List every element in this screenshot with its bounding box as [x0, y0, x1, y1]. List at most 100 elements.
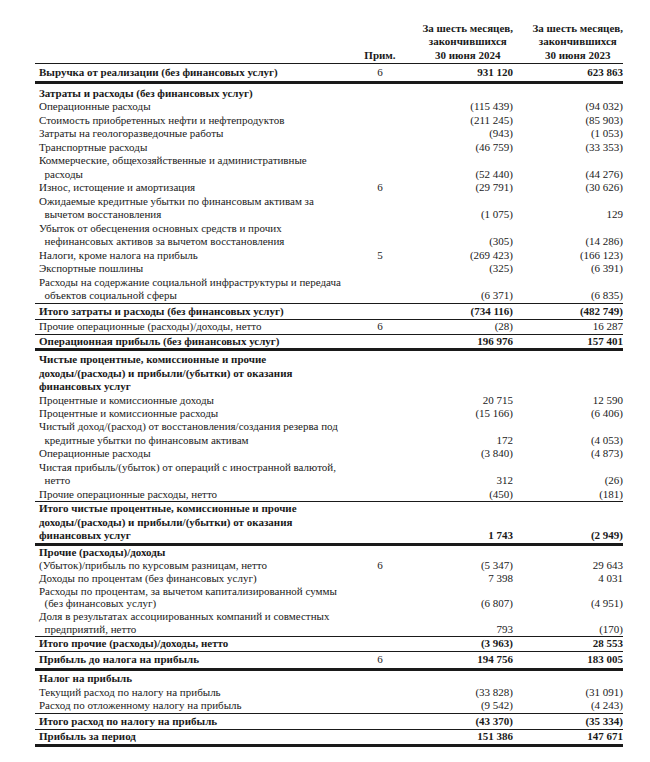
- table-row: Чистая прибыль/(убыток) от операций с ин…: [35, 461, 623, 488]
- row-label: Транспортные расходы: [35, 141, 361, 155]
- row-value-2024: [399, 545, 513, 559]
- table-row: Прибыль за период151 386147 671: [35, 729, 623, 745]
- row-note: [361, 585, 399, 611]
- table-row: Текущий расход по налогу на прибыль(33 8…: [35, 686, 623, 700]
- row-label: Прочие операционные расходы, нетто: [35, 488, 361, 502]
- row-label: Убыток от обесценения основных средств и…: [35, 222, 361, 249]
- row-value-2023: (181): [513, 488, 623, 502]
- row-value-2024: (3 840): [399, 447, 513, 460]
- row-note: [361, 461, 399, 488]
- row-value-2024: (9 542): [399, 699, 513, 713]
- row-note: [361, 669, 399, 686]
- table-row: Затраты на геологоразведочные работы (943…: [35, 127, 623, 141]
- table-row: Расходы на содержание социальной инфраст…: [35, 276, 623, 304]
- row-note: [361, 488, 399, 502]
- row-label: Износ, истощение и амортизация: [35, 181, 361, 195]
- table-row: Прочие (расходы)/доходы: [35, 545, 623, 559]
- row-label: Затраты на геологоразведочные работы: [35, 127, 361, 141]
- row-note: [361, 447, 399, 460]
- row-value-2024: (943): [399, 127, 513, 141]
- row-label: Операционная прибыль (без финансовых усл…: [35, 334, 361, 349]
- table-row: Затраты и расходы (без финансовых услуг): [35, 82, 623, 100]
- table-row: Стоимость приобретенных нефти и нефтепро…: [35, 114, 623, 128]
- row-value-2023: 157 401: [513, 334, 623, 349]
- table-row: (Убыток)/прибыль по курсовым разницам, н…: [35, 559, 623, 572]
- row-value-2023: [513, 349, 623, 393]
- row-value-2023: (482 749): [513, 303, 623, 319]
- row-value-2024: (211 245): [399, 114, 513, 128]
- row-label: Прочие (расходы)/доходы: [35, 545, 361, 559]
- row-value-2023: (31 091): [513, 686, 623, 700]
- header-period-2024: За шесть месяцев, закончившихся 30 июня …: [399, 22, 513, 64]
- row-label: Итого затраты и расходы (без финансовых …: [35, 303, 361, 319]
- row-label: Процентные и комиссионные доходы: [35, 394, 361, 407]
- row-value-2023: 147 671: [513, 729, 623, 745]
- row-value-2023: (26): [513, 461, 623, 488]
- row-value-2024: (5 347): [399, 559, 513, 572]
- table-row: Операционные расходы(3 840)(4 873): [35, 447, 623, 460]
- row-label: Доходы по процентам (без финансовых услу…: [35, 572, 361, 585]
- table-row: Налог на прибыль: [35, 669, 623, 686]
- row-note: [361, 334, 399, 349]
- row-label: Итого чистые процентные, комиссионные и …: [35, 501, 361, 544]
- row-label: Налоги, кроме налога на прибыль: [35, 249, 361, 263]
- row-value-2024: 196 976: [399, 334, 513, 349]
- row-value-2023: 183 005: [513, 652, 623, 669]
- header-period-2023: За шесть месяцев, закончившихся 30 июня …: [513, 22, 623, 64]
- row-value-2024: (450): [399, 488, 513, 502]
- row-label: Расходы по процентам, за вычетом капитал…: [35, 585, 361, 611]
- row-value-2023: (44 276): [513, 154, 623, 181]
- table-row: Итого расход по налогу на прибыль (43 370…: [35, 713, 623, 729]
- row-note: 6: [361, 559, 399, 572]
- row-value-2024: (43 370): [399, 713, 513, 729]
- table-row: Чистый доход/(расход) от восстановления/…: [35, 420, 623, 447]
- row-label: Процентные и комиссионные расходы: [35, 407, 361, 420]
- table-row: Расходы по процентам, за вычетом капитал…: [35, 585, 623, 611]
- row-value-2023: (33 353): [513, 141, 623, 155]
- row-label: Налог на прибыль: [35, 669, 361, 686]
- row-value-2023: 16 287: [513, 320, 623, 334]
- row-value-2024: (52 440): [399, 154, 513, 181]
- row-value-2024: (325): [399, 262, 513, 276]
- row-value-2024: [399, 82, 513, 100]
- row-note: [361, 82, 399, 100]
- row-label: Чистые процентные, комиссионные и прочие…: [35, 349, 361, 393]
- table-row: Чистые процентные, комиссионные и прочие…: [35, 349, 623, 393]
- row-note: [361, 154, 399, 181]
- row-label: Прочие операционные (расходы)/доходы, не…: [35, 320, 361, 334]
- table-row: Итого затраты и расходы (без финансовых …: [35, 303, 623, 319]
- row-value-2023: [513, 669, 623, 686]
- row-note: [361, 141, 399, 155]
- row-label: Доля в результатах ассоциированных компа…: [35, 610, 361, 636]
- row-label: Экспортные пошлины: [35, 262, 361, 276]
- row-value-2023: (6 391): [513, 262, 623, 276]
- row-value-2024: [399, 349, 513, 393]
- row-note: [361, 127, 399, 141]
- row-value-2023: (2 949): [513, 501, 623, 544]
- row-note: [361, 407, 399, 420]
- row-value-2023: (30 626): [513, 181, 623, 195]
- row-label: Чистый доход/(расход) от восстановления/…: [35, 420, 361, 447]
- row-value-2023: [513, 82, 623, 100]
- row-note: [361, 195, 399, 222]
- row-label: Итого расход по налогу на прибыль: [35, 713, 361, 729]
- table-row: Прочие операционные расходы, нетто (450)(…: [35, 488, 623, 502]
- row-note: 6: [361, 64, 399, 83]
- row-value-2023: 623 863: [513, 64, 623, 83]
- row-label: Прибыль до налога на прибыль: [35, 652, 361, 669]
- row-value-2024: (269 423): [399, 249, 513, 263]
- row-label: Прибыль за период: [35, 729, 361, 745]
- row-note: [361, 686, 399, 700]
- row-note: 6: [361, 320, 399, 334]
- row-value-2023: (6 835): [513, 276, 623, 304]
- row-value-2024: (6 371): [399, 276, 513, 304]
- row-note: 5: [361, 249, 399, 263]
- row-value-2023: (1 053): [513, 127, 623, 141]
- row-value-2024: (29 791): [399, 181, 513, 195]
- row-note: 6: [361, 652, 399, 669]
- header-note-label: Прим.: [361, 22, 399, 64]
- row-value-2023: (94 032): [513, 100, 623, 114]
- table-row: Расход по отложенному налогу на прибыль(…: [35, 699, 623, 713]
- table-row: Прибыль до налога на прибыль6194 756183 …: [35, 652, 623, 669]
- table-row: Экспортные пошлины (325)(6 391): [35, 262, 623, 276]
